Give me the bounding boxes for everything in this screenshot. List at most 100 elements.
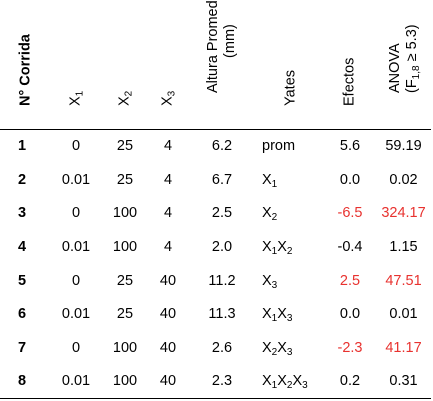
- cell-effect: -0.4: [337, 238, 363, 255]
- yates-term-sub: 1: [271, 313, 278, 325]
- cell-run: 7: [18, 339, 27, 356]
- cell-anova: 1.15: [389, 238, 418, 255]
- yates-term-base: X: [277, 339, 287, 356]
- yates-term-base: X: [262, 238, 272, 255]
- cell-x3: 40: [159, 339, 177, 356]
- cell-run: 2: [18, 171, 27, 188]
- cell-height: 6.7: [211, 171, 233, 188]
- yates-term-sub: 3: [286, 346, 293, 358]
- cell-height: 2.5: [211, 205, 233, 222]
- yates-term-sub: 1: [271, 380, 278, 392]
- cell-x3: 40: [159, 306, 177, 323]
- cell-height: 2.3: [211, 373, 233, 390]
- cell-effect: 5.6: [339, 138, 361, 155]
- yates-term-sub: 2: [286, 245, 293, 257]
- header-x1-sub: 1: [74, 90, 86, 96]
- header-x3-base: X: [159, 95, 176, 106]
- table-row: 1 0 25 4 6.2 prom 5.6 59.19: [0, 129, 431, 163]
- cell-anova: 0.31: [389, 373, 418, 390]
- yates-term-base: X: [262, 171, 272, 188]
- header-x2: X2: [100, 0, 150, 129]
- header-run: N° Corrida: [0, 0, 52, 129]
- cell-run: 3: [18, 205, 27, 222]
- cell-effect: -2.3: [337, 339, 363, 356]
- header-x3-sub: 3: [166, 90, 178, 96]
- cell-anova: 0.02: [389, 171, 418, 188]
- header-height: Altura Promedio (mm): [186, 0, 258, 129]
- cell-x1: 0.01: [61, 171, 91, 188]
- cell-run: 6: [18, 306, 27, 323]
- cell-run: 8: [18, 373, 27, 390]
- cell-anova: 59.19: [385, 138, 422, 155]
- yates-term-base: X: [262, 373, 272, 390]
- header-anova-line1: ANOVA: [386, 42, 403, 93]
- header-x2-sub: 2: [123, 90, 135, 96]
- yates-term-sub: 1: [271, 245, 278, 257]
- header-anova-line2: (F1,8 ≥ 5.3): [403, 23, 422, 93]
- cell-yates: X1: [258, 163, 324, 197]
- cell-anova: 41.17: [385, 339, 422, 356]
- cell-anova: 47.51: [385, 272, 422, 289]
- cell-height: 6.2: [211, 138, 233, 155]
- header-x1-base: X: [67, 95, 84, 106]
- yates-term-sub: 2: [286, 380, 293, 392]
- cell-x2: 25: [116, 138, 134, 155]
- cell-x1: 0.01: [61, 238, 91, 255]
- yates-term-base: X: [262, 272, 272, 289]
- cell-effect: 2.5: [339, 272, 361, 289]
- yates-term-base: X: [262, 339, 272, 356]
- cell-x3: 40: [159, 373, 177, 390]
- cell-yates: prom: [258, 129, 324, 163]
- table-row: 7 0 100 40 2.6 X2X3 -2.3 41.17: [0, 331, 431, 365]
- cell-yates: X1X2: [258, 230, 324, 264]
- cell-x3: 40: [159, 272, 177, 289]
- yates-term-sub: 1: [271, 178, 278, 190]
- cell-effect: 0.0: [339, 306, 361, 323]
- header-yates: Yates: [258, 0, 324, 129]
- cell-x1: 0: [71, 205, 81, 222]
- cell-height: 11.2: [208, 272, 236, 289]
- table-row: 6 0.01 25 40 11.3 X1X3 0.0 0.01: [0, 297, 431, 331]
- cell-anova: 324.17: [381, 205, 426, 222]
- yates-term-base: X: [262, 205, 272, 222]
- yates-term-base: X: [277, 306, 287, 323]
- cell-x1: 0: [71, 339, 81, 356]
- cell-x2: 25: [116, 306, 134, 323]
- cell-x3: 4: [163, 238, 173, 255]
- header-run-label: N° Corrida: [17, 33, 34, 106]
- table-row: 4 0.01 100 4 2.0 X1X2 -0.4 1.15: [0, 230, 431, 264]
- yates-term-sub: 3: [302, 380, 308, 392]
- cell-yates: X1X3: [258, 297, 324, 331]
- cell-x1: 0.01: [61, 306, 91, 323]
- cell-height: 11.3: [208, 306, 236, 323]
- yates-term-base: prom: [262, 138, 296, 155]
- yates-term-base: X: [277, 238, 287, 255]
- cell-x1: 0: [71, 138, 81, 155]
- cell-yates: X2: [258, 196, 324, 230]
- cell-run: 5: [18, 272, 27, 289]
- yates-term-sub: 2: [271, 212, 278, 224]
- cell-effect: -6.5: [337, 205, 363, 222]
- cell-run: 1: [18, 138, 27, 155]
- cell-height: 2.0: [211, 238, 233, 255]
- cell-effect: 0.0: [339, 171, 361, 188]
- cell-x3: 4: [163, 205, 173, 222]
- header-x2-base: X: [116, 95, 133, 106]
- cell-x2: 100: [112, 373, 138, 390]
- yates-term-sub: 3: [271, 279, 278, 291]
- cell-x2: 25: [116, 272, 134, 289]
- header-anova: ANOVA (F1,8 ≥ 5.3): [376, 0, 431, 129]
- yates-term-base: X: [292, 373, 303, 390]
- cell-yates: X2X3: [258, 331, 324, 365]
- table-row: 8 0.01 100 40 2.3 X1X2X3 0.2 0.31: [0, 365, 431, 399]
- header-effects-label: Efectos: [341, 57, 358, 106]
- cell-x1: 0.01: [61, 373, 91, 390]
- cell-x1: 0: [71, 272, 81, 289]
- cell-x2: 100: [112, 205, 138, 222]
- header-x1: X1: [52, 0, 100, 129]
- cell-run: 4: [18, 238, 27, 255]
- table-row: 3 0 100 4 2.5 X2 -6.5 324.17: [0, 196, 431, 230]
- cell-effect: 0.2: [339, 373, 361, 390]
